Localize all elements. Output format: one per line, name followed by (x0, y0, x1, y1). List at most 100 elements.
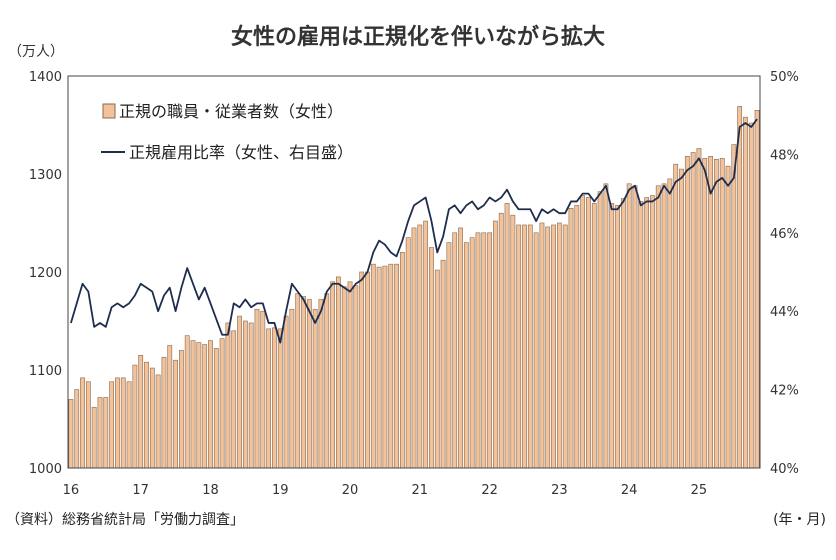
bar-series (68, 106, 760, 469)
bar (475, 232, 481, 469)
bar (417, 224, 423, 469)
bar (388, 263, 394, 469)
bar (591, 203, 597, 469)
x-tick-label: 16 (63, 483, 80, 498)
left-tick-label: 1400 (29, 70, 62, 85)
bar (463, 242, 469, 469)
bar (115, 377, 120, 469)
bar (684, 156, 690, 469)
bar (336, 276, 341, 469)
bar (597, 191, 603, 469)
bar (498, 212, 504, 469)
bar (365, 271, 370, 469)
x-tick-label: 25 (691, 483, 708, 498)
bar (556, 222, 562, 469)
chart-title: 女性の雇用は正規化を伴いながら拡大 (231, 24, 605, 50)
bar (493, 220, 498, 469)
bar (533, 232, 539, 469)
x-tick-label: 22 (481, 483, 498, 498)
bar (661, 183, 667, 469)
bar (754, 110, 760, 469)
bar (202, 344, 208, 469)
bar (609, 203, 615, 469)
bar (638, 201, 644, 469)
ratio-line (70, 118, 758, 344)
bar (184, 335, 190, 469)
bar (405, 237, 411, 469)
bar (586, 197, 591, 469)
legend: 正規の職員・従業者数（女性） 正規雇用比率（女性、右目盛） (101, 102, 353, 162)
bar (138, 354, 144, 469)
x-tick-label: 19 (272, 483, 289, 498)
bar (312, 308, 318, 469)
bar (719, 158, 725, 469)
bar (173, 359, 178, 469)
bar (225, 322, 231, 469)
bar (615, 205, 620, 469)
bar (161, 356, 167, 469)
bar (266, 328, 272, 469)
bar (97, 397, 103, 469)
bar (219, 338, 225, 469)
bar (260, 310, 266, 469)
bar (109, 381, 115, 469)
bar (324, 293, 330, 469)
bar (702, 158, 708, 469)
bar (190, 340, 196, 469)
source-note: （資料）総務省統計局「労働力調査」 (6, 512, 244, 528)
right-tick-label: 44% (770, 305, 799, 320)
right-tick-label: 46% (770, 227, 799, 242)
right-tick-label: 48% (770, 148, 799, 163)
bar (620, 198, 626, 469)
bar (179, 350, 184, 469)
left-tick-label: 1000 (29, 462, 62, 477)
bar (126, 381, 132, 469)
bar (318, 299, 324, 469)
bar (423, 220, 429, 469)
right-axis: 40% 42% 44% 46% 48% 50% (770, 70, 799, 477)
legend-bar-swatch (102, 103, 116, 119)
x-tick-label: 20 (342, 483, 359, 498)
bar (440, 259, 446, 469)
bar (713, 159, 719, 469)
line-series-layer (70, 118, 758, 344)
bar (458, 227, 463, 469)
bar (341, 286, 347, 469)
x-tick-label: 24 (621, 483, 638, 498)
bar (545, 226, 551, 469)
x-tick-label: 17 (132, 483, 149, 498)
bar (446, 242, 452, 469)
left-tick-label: 1200 (29, 266, 62, 281)
right-tick-label: 40% (770, 462, 799, 477)
bar (353, 285, 359, 469)
bar (679, 168, 684, 469)
x-tick-label: 18 (202, 483, 219, 498)
bar (196, 342, 202, 469)
bar (248, 322, 254, 469)
bar (289, 308, 295, 469)
right-tick-label: 42% (770, 384, 799, 399)
bar (254, 308, 260, 469)
bar (481, 232, 487, 469)
left-tick-label: 1100 (29, 364, 62, 379)
bar (330, 281, 335, 469)
bar (737, 106, 743, 469)
bar (580, 195, 586, 469)
bar (655, 185, 661, 469)
bar (359, 271, 365, 469)
bar (487, 232, 492, 469)
bar (539, 222, 545, 469)
bar (149, 367, 155, 469)
x-tick-label: 23 (551, 483, 568, 498)
bar (434, 269, 440, 469)
bar (399, 252, 405, 469)
bar (708, 156, 713, 469)
bar (237, 315, 242, 469)
bar (74, 389, 80, 469)
legend-bar-label: 正規の職員・従業者数（女性） (119, 102, 343, 121)
bar (167, 345, 173, 469)
bar (103, 397, 109, 469)
bar (725, 165, 731, 469)
bar (132, 364, 138, 469)
bar (673, 163, 679, 469)
